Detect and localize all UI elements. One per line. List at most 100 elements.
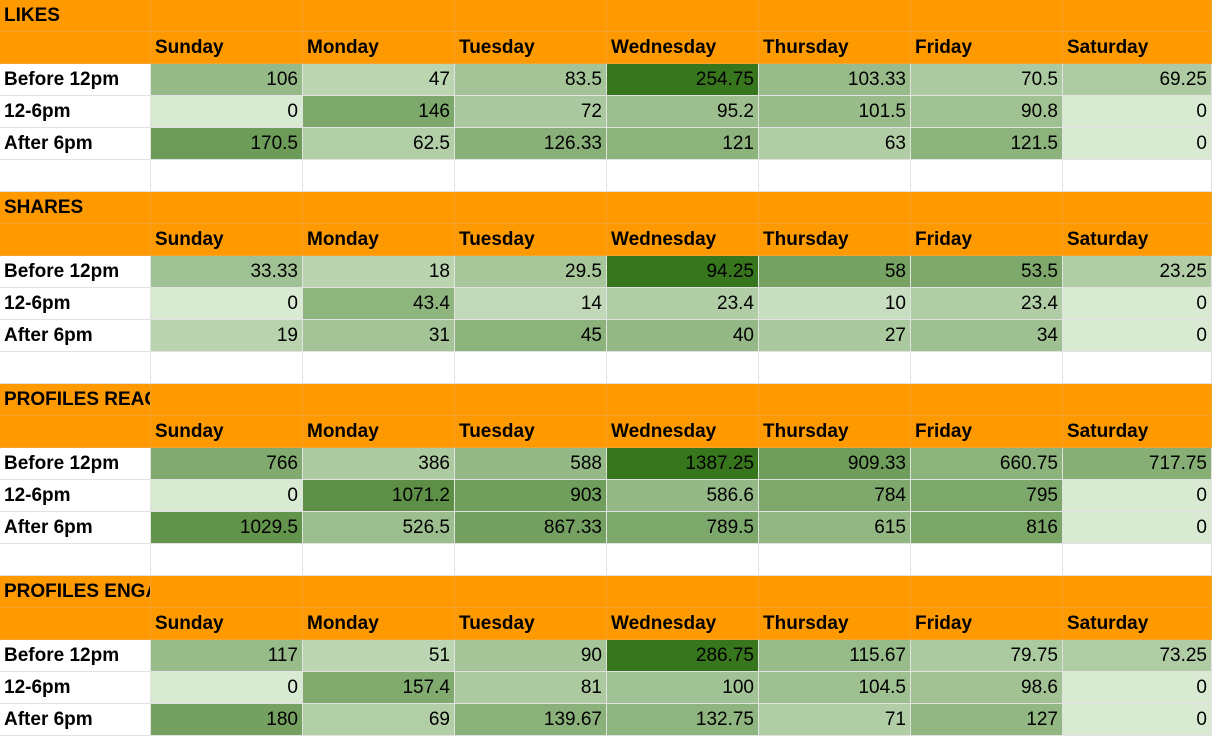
row-label[interactable]: 12-6pm: [0, 288, 151, 320]
header-cell[interactable]: [1063, 192, 1212, 224]
data-cell[interactable]: 157.4: [303, 672, 455, 704]
day-header-thursday[interactable]: Thursday: [759, 32, 911, 64]
header-cell[interactable]: [607, 0, 759, 32]
header-cell[interactable]: [455, 384, 607, 416]
data-cell[interactable]: 23.25: [1063, 256, 1212, 288]
data-cell[interactable]: 63: [759, 128, 911, 160]
empty-cell[interactable]: [1063, 544, 1212, 576]
corner-cell[interactable]: [0, 32, 151, 64]
day-header-monday[interactable]: Monday: [303, 224, 455, 256]
data-cell[interactable]: 0: [1063, 96, 1212, 128]
data-cell[interactable]: 117: [151, 640, 303, 672]
data-cell[interactable]: 69: [303, 704, 455, 736]
data-cell[interactable]: 115.67: [759, 640, 911, 672]
row-label[interactable]: Before 12pm: [0, 64, 151, 96]
data-cell[interactable]: 789.5: [607, 512, 759, 544]
header-cell[interactable]: [607, 192, 759, 224]
data-cell[interactable]: 69.25: [1063, 64, 1212, 96]
empty-cell[interactable]: [1063, 352, 1212, 384]
data-cell[interactable]: 0: [1063, 320, 1212, 352]
header-cell[interactable]: [1063, 384, 1212, 416]
empty-cell[interactable]: [1063, 160, 1212, 192]
day-header-tuesday[interactable]: Tuesday: [455, 416, 607, 448]
row-label[interactable]: After 6pm: [0, 512, 151, 544]
header-cell[interactable]: [303, 384, 455, 416]
day-header-thursday[interactable]: Thursday: [759, 224, 911, 256]
empty-cell[interactable]: [911, 352, 1063, 384]
empty-cell[interactable]: [759, 160, 911, 192]
day-header-friday[interactable]: Friday: [911, 608, 1063, 640]
empty-cell[interactable]: [455, 160, 607, 192]
data-cell[interactable]: 386: [303, 448, 455, 480]
data-cell[interactable]: 717.75: [1063, 448, 1212, 480]
data-cell[interactable]: 126.33: [455, 128, 607, 160]
data-cell[interactable]: 795: [911, 480, 1063, 512]
data-cell[interactable]: 71: [759, 704, 911, 736]
data-cell[interactable]: 23.4: [607, 288, 759, 320]
header-cell[interactable]: [303, 0, 455, 32]
data-cell[interactable]: 10: [759, 288, 911, 320]
corner-cell[interactable]: [0, 608, 151, 640]
header-cell[interactable]: [759, 192, 911, 224]
row-label[interactable]: After 6pm: [0, 320, 151, 352]
data-cell[interactable]: 816: [911, 512, 1063, 544]
day-header-saturday[interactable]: Saturday: [1063, 416, 1212, 448]
day-header-saturday[interactable]: Saturday: [1063, 608, 1212, 640]
data-cell[interactable]: 106: [151, 64, 303, 96]
empty-cell[interactable]: [303, 544, 455, 576]
empty-cell[interactable]: [759, 544, 911, 576]
empty-cell[interactable]: [911, 160, 1063, 192]
data-cell[interactable]: 98.6: [911, 672, 1063, 704]
data-cell[interactable]: 95.2: [607, 96, 759, 128]
empty-cell[interactable]: [151, 352, 303, 384]
empty-cell[interactable]: [0, 352, 151, 384]
empty-cell[interactable]: [151, 544, 303, 576]
section-title[interactable]: PROFILES ENGAGED: [0, 576, 151, 608]
data-cell[interactable]: 51: [303, 640, 455, 672]
data-cell[interactable]: 14: [455, 288, 607, 320]
data-cell[interactable]: 103.33: [759, 64, 911, 96]
empty-cell[interactable]: [455, 352, 607, 384]
data-cell[interactable]: 132.75: [607, 704, 759, 736]
day-header-sunday[interactable]: Sunday: [151, 32, 303, 64]
data-cell[interactable]: 81: [455, 672, 607, 704]
data-cell[interactable]: 72: [455, 96, 607, 128]
data-cell[interactable]: 40: [607, 320, 759, 352]
data-cell[interactable]: 784: [759, 480, 911, 512]
data-cell[interactable]: 58: [759, 256, 911, 288]
header-cell[interactable]: [607, 384, 759, 416]
day-header-friday[interactable]: Friday: [911, 224, 1063, 256]
row-label[interactable]: After 6pm: [0, 704, 151, 736]
empty-cell[interactable]: [455, 544, 607, 576]
empty-cell[interactable]: [0, 160, 151, 192]
header-cell[interactable]: [1063, 576, 1212, 608]
empty-cell[interactable]: [759, 352, 911, 384]
data-cell[interactable]: 0: [1063, 512, 1212, 544]
empty-cell[interactable]: [607, 544, 759, 576]
data-cell[interactable]: 903: [455, 480, 607, 512]
day-header-monday[interactable]: Monday: [303, 32, 455, 64]
data-cell[interactable]: 1029.5: [151, 512, 303, 544]
section-title[interactable]: LIKES: [0, 0, 151, 32]
data-cell[interactable]: 101.5: [759, 96, 911, 128]
day-header-saturday[interactable]: Saturday: [1063, 224, 1212, 256]
data-cell[interactable]: 660.75: [911, 448, 1063, 480]
data-cell[interactable]: 0: [1063, 288, 1212, 320]
data-cell[interactable]: 90: [455, 640, 607, 672]
header-cell[interactable]: [911, 384, 1063, 416]
data-cell[interactable]: 586.6: [607, 480, 759, 512]
data-cell[interactable]: 83.5: [455, 64, 607, 96]
section-title[interactable]: SHARES: [0, 192, 151, 224]
empty-cell[interactable]: [303, 352, 455, 384]
day-header-saturday[interactable]: Saturday: [1063, 32, 1212, 64]
data-cell[interactable]: 1387.25: [607, 448, 759, 480]
header-cell[interactable]: [1063, 0, 1212, 32]
data-cell[interactable]: 29.5: [455, 256, 607, 288]
data-cell[interactable]: 34: [911, 320, 1063, 352]
day-header-wednesday[interactable]: Wednesday: [607, 32, 759, 64]
day-header-tuesday[interactable]: Tuesday: [455, 224, 607, 256]
data-cell[interactable]: 121.5: [911, 128, 1063, 160]
data-cell[interactable]: 526.5: [303, 512, 455, 544]
day-header-sunday[interactable]: Sunday: [151, 224, 303, 256]
row-label[interactable]: Before 12pm: [0, 256, 151, 288]
